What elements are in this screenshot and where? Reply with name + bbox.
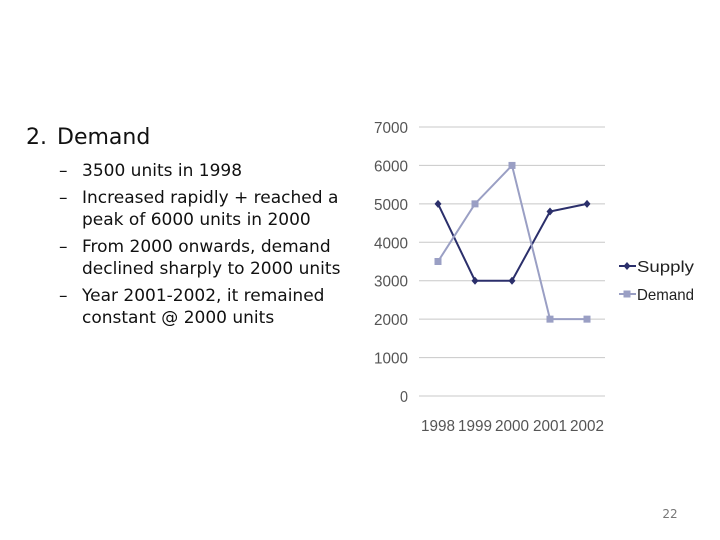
- y-tick-label: 1000: [374, 351, 408, 368]
- bullet-dash: –: [59, 237, 68, 257]
- y-tick-label: 3000: [374, 274, 408, 291]
- bullet-list: – 3500 units in 1998 – Increased rapidly…: [26, 160, 366, 329]
- x-tick-label: 2001: [533, 418, 567, 435]
- y-tick-label: 2000: [374, 312, 408, 329]
- y-tick-label: 5000: [374, 197, 408, 214]
- data-point-demand: [546, 315, 554, 323]
- data-point-demand: [508, 161, 516, 169]
- data-point-supply: [546, 207, 554, 216]
- data-point-supply: [583, 199, 591, 208]
- y-tick-label: 0: [400, 389, 408, 406]
- data-point-supply: [434, 199, 442, 208]
- data-point-demand: [583, 315, 591, 323]
- y-tick-label: 6000: [374, 158, 408, 175]
- bullet-item: – 3500 units in 1998: [59, 160, 366, 182]
- data-point-demand: [471, 200, 479, 208]
- bullet-item: – Increased rapidly + reached a peak of …: [59, 187, 366, 231]
- bullet-item: – Year 2001-2002, it remained constant @…: [59, 285, 366, 329]
- data-point-supply: [471, 276, 479, 285]
- section-number: 2.: [26, 125, 47, 150]
- y-tick-label: 4000: [374, 235, 408, 252]
- bullet-text: Year 2001-2002, it remained constant @ 2…: [82, 286, 325, 328]
- legend-label: Demand: [637, 287, 694, 304]
- bullet-dash: –: [59, 188, 68, 208]
- legend-label: Supply: [637, 259, 694, 276]
- legend-marker: [623, 262, 631, 270]
- bullet-dash: –: [59, 286, 68, 306]
- bullet-text: Increased rapidly + reached a peak of 60…: [82, 188, 339, 230]
- x-tick-label: 1998: [421, 418, 455, 435]
- bullet-text: 3500 units in 1998: [82, 161, 243, 181]
- section-title: Demand: [57, 125, 151, 150]
- page-number: 22: [662, 507, 678, 521]
- text-block: 2. Demand – 3500 units in 1998 – Increas…: [26, 124, 366, 334]
- x-tick-label: 2000: [495, 418, 529, 435]
- legend-marker: [623, 290, 631, 298]
- bullet-dash: –: [59, 161, 68, 181]
- data-point-demand: [434, 258, 442, 265]
- bullet-text: From 2000 onwards, demand declined sharp…: [82, 237, 341, 279]
- data-point-supply: [508, 276, 516, 285]
- bullet-item: – From 2000 onwards, demand declined sha…: [59, 236, 366, 280]
- x-tick-label: 1999: [458, 418, 492, 435]
- x-tick-label: 2002: [570, 418, 604, 435]
- section-heading: 2. Demand: [26, 124, 366, 152]
- y-tick-label: 7000: [374, 120, 408, 137]
